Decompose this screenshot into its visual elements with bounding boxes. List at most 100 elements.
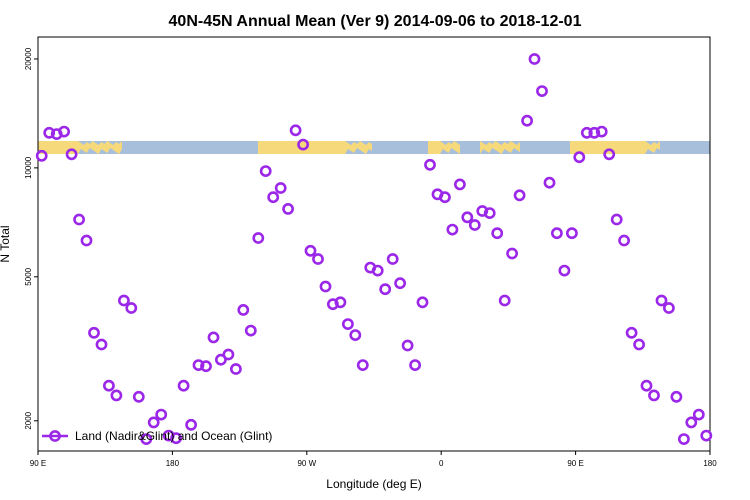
data-point	[491, 227, 504, 240]
data-point	[625, 326, 638, 339]
data-point	[118, 294, 130, 307]
x-tick-label: 90 E	[567, 459, 583, 468]
data-point	[88, 326, 100, 339]
data-point	[192, 359, 205, 371]
data-point	[349, 329, 362, 341]
land-segment	[258, 141, 345, 154]
y-tick-label: 20000	[24, 47, 33, 70]
y-tick-label: 2000	[24, 411, 33, 429]
y-tick-label: 10000	[24, 156, 33, 179]
data-points	[35, 53, 713, 445]
x-tick-label: 90 W	[297, 459, 316, 468]
data-point	[558, 264, 571, 277]
land-segment	[645, 141, 660, 154]
data-point	[685, 416, 698, 429]
data-point	[453, 178, 466, 191]
data-point	[424, 158, 436, 171]
data-point	[177, 379, 190, 392]
data-point	[386, 253, 399, 265]
data-point	[155, 408, 168, 421]
data-point	[35, 149, 48, 162]
x-tick-label: 180	[166, 459, 180, 468]
data-point	[312, 253, 324, 265]
data-point	[498, 294, 511, 307]
y-tick-label: 5000	[24, 267, 33, 285]
legend: Land (Nadir&Glint) and Ocean (Glint)	[42, 429, 272, 443]
data-point	[252, 232, 265, 244]
data-point	[140, 433, 153, 445]
data-point	[125, 302, 138, 314]
data-point	[610, 213, 623, 226]
x-tick-label: 180	[703, 459, 717, 468]
plot-frame	[37, 36, 711, 452]
data-point	[588, 126, 601, 139]
data-point	[551, 227, 563, 240]
data-point	[633, 338, 645, 351]
data-point	[506, 247, 518, 260]
data-point	[543, 176, 556, 189]
data-point	[80, 234, 93, 247]
data-point	[341, 318, 354, 330]
land-ocean-strip	[38, 141, 710, 154]
data-point	[678, 433, 690, 445]
data-point	[371, 264, 384, 277]
data-point	[670, 390, 683, 403]
x-axis: 90 E 180 90 W 0 90 E 180	[30, 451, 717, 468]
x-tick-label: 0	[439, 459, 444, 468]
data-point	[468, 219, 481, 231]
data-point	[73, 213, 85, 226]
data-point	[200, 360, 212, 373]
data-point	[229, 363, 242, 375]
data-point	[185, 418, 197, 431]
data-point	[304, 244, 317, 257]
data-point	[43, 126, 56, 139]
data-point	[409, 359, 421, 371]
data-point	[394, 277, 406, 290]
data-point	[648, 389, 660, 402]
data-point	[401, 339, 414, 352]
data-point	[244, 324, 257, 337]
data-point	[692, 408, 705, 421]
data-point	[663, 302, 675, 314]
data-point	[521, 114, 533, 127]
data-point	[595, 125, 608, 138]
data-point	[65, 148, 78, 161]
data-point	[297, 138, 309, 151]
data-point	[618, 234, 630, 247]
data-point	[334, 296, 347, 309]
y-axis: 2000 5000 10000 20000	[24, 47, 38, 430]
data-point	[379, 283, 392, 296]
data-point	[237, 303, 250, 316]
data-point	[513, 189, 526, 202]
data-point	[259, 165, 272, 177]
data-point	[132, 390, 145, 403]
land-segment	[440, 141, 460, 154]
data-point	[446, 223, 459, 236]
land-segment	[345, 141, 372, 154]
y-axis-label: N Total	[0, 225, 12, 262]
data-point	[274, 182, 287, 194]
x-axis-label: Longitude (deg E)	[326, 477, 421, 491]
data-point	[536, 85, 548, 97]
data-point	[110, 389, 123, 402]
data-point	[655, 294, 668, 307]
land-segment	[78, 141, 122, 154]
x-tick-label: 90 E	[30, 459, 46, 468]
data-point	[528, 53, 541, 65]
chart-title: 40N-45N Annual Mean (Ver 9) 2014-09-06 t…	[169, 13, 582, 30]
data-point	[95, 338, 108, 351]
data-point	[483, 207, 496, 219]
data-point	[438, 191, 451, 204]
data-point	[640, 379, 653, 392]
data-point	[170, 432, 182, 445]
legend-marker	[49, 430, 61, 442]
data-point	[319, 280, 332, 293]
data-point	[580, 126, 593, 139]
data-point	[147, 416, 160, 429]
ocean-band	[38, 141, 710, 154]
data-point	[267, 191, 280, 204]
data-point	[207, 331, 220, 344]
data-point	[416, 296, 429, 309]
land-segment	[570, 141, 645, 154]
data-point	[461, 211, 474, 224]
